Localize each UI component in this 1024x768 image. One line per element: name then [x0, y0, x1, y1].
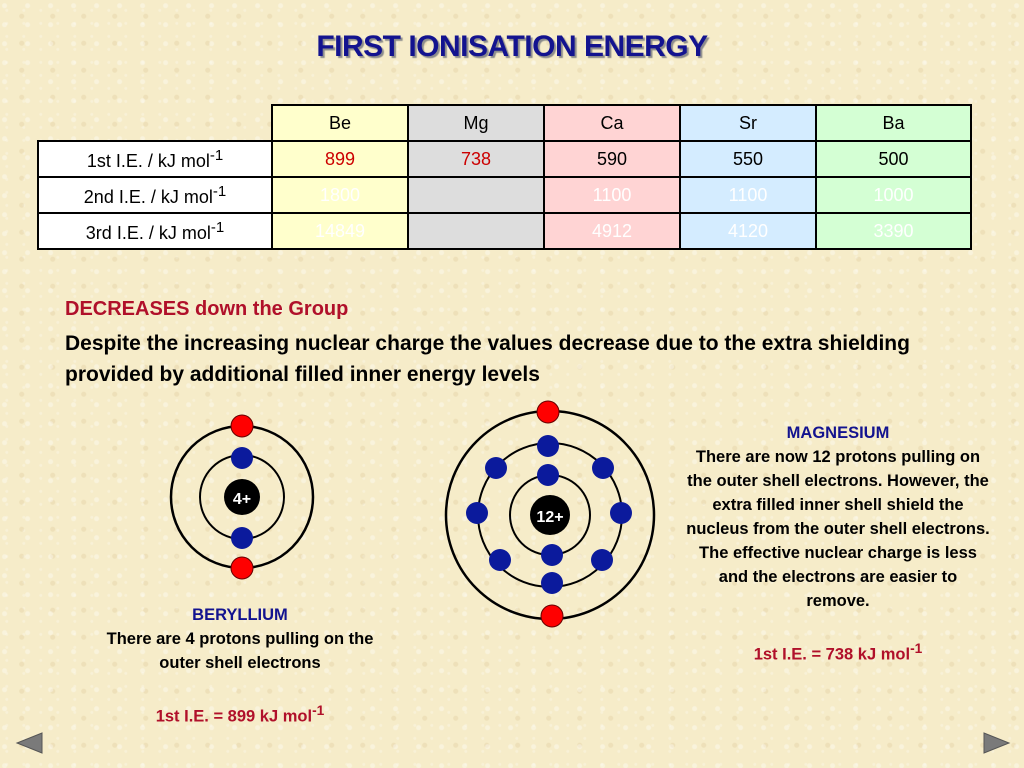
table-cell: 14849 [271, 212, 409, 250]
row-label-sup: -1 [212, 182, 227, 200]
middle-electron [466, 502, 488, 524]
inner-electron [541, 544, 563, 566]
outer-electron [536, 400, 560, 424]
ionisation-energy-table: Be Mg Ca Sr Ba 1st I.E. / kJ mol-1 899 7… [37, 104, 972, 250]
previous-slide-icon[interactable] [14, 731, 44, 755]
table-header-row: Be Mg Ca Sr Ba [38, 104, 972, 142]
nucleus-charge: 12+ [536, 509, 563, 526]
row-label-sup: -1 [209, 146, 224, 164]
table-cell: 1800 [271, 176, 409, 214]
table-cell: 4912 [543, 212, 681, 250]
slide-title: FIRST IONISATION ENERGY [316, 30, 708, 63]
subheading: DECREASES down the Group [65, 298, 349, 320]
inner-electron [231, 527, 253, 549]
nucleus [530, 495, 570, 535]
table-cell: 550 [679, 140, 817, 178]
table-cell: 500 [815, 140, 972, 178]
middle-electron [610, 502, 632, 524]
table-row: 2nd I.E. / kJ mol-1 1800 1100 1100 1000 [37, 176, 972, 214]
row-label-text: 2nd I.E. / kJ mol [83, 186, 213, 207]
magnesium-name: MAGNESIUM [786, 424, 890, 442]
outer-electron [540, 604, 564, 628]
column-header-ca: Ca [543, 104, 681, 142]
magnesium-caption: MAGNESIUM There are now 12 protons pulli… [685, 421, 991, 667]
table-cell [407, 176, 545, 214]
table-cell: 1100 [543, 176, 681, 214]
beryllium-ie-sup: -1 [312, 703, 325, 718]
beryllium-name: BERYLLIUM [192, 606, 288, 624]
table-cell: 4120 [679, 212, 817, 250]
column-header-mg: Mg [407, 104, 545, 142]
outer-electron [230, 556, 254, 580]
table-cell: 1100 [679, 176, 817, 214]
magnesium-atom-diagram: 12+ [444, 400, 656, 628]
table-cell: 738 [407, 140, 545, 178]
table-cell: 3390 [815, 212, 972, 250]
magnesium-ie-sup: -1 [910, 641, 923, 656]
table-cell [407, 212, 545, 250]
nucleus-charge: 4+ [233, 491, 251, 508]
middle-electron [591, 549, 613, 571]
middle-electron [592, 457, 614, 479]
column-header-sr: Sr [679, 104, 817, 142]
table-cell: 899 [271, 140, 409, 178]
beryllium-description: There are 4 protons pulling on the outer… [106, 630, 374, 672]
explanation-text: Despite the increasing nuclear charge th… [65, 332, 910, 386]
beryllium-atom-diagram: 4+ [169, 414, 315, 580]
inner-electron [231, 447, 253, 469]
nucleus [224, 479, 260, 515]
inner-electron [537, 464, 559, 486]
row-label-3rd-ie: 3rd I.E. / kJ mol-1 [37, 212, 273, 250]
next-slide-icon[interactable] [982, 731, 1012, 755]
table-row: 1st I.E. / kJ mol-1 899 738 590 550 500 [37, 140, 972, 178]
outer-electron [230, 414, 254, 438]
column-header-be: Be [271, 104, 409, 142]
row-label-text: 1st I.E. / kJ mol [86, 150, 210, 171]
beryllium-ie-text: 1st I.E. = 899 kJ mol [155, 707, 313, 726]
row-label-text: 3rd I.E. / kJ mol [85, 222, 211, 243]
magnesium-description: There are now 12 protons pulling on the … [686, 448, 990, 610]
middle-electron [485, 457, 507, 479]
row-label-sup: -1 [210, 218, 225, 236]
beryllium-ie: 1st I.E. = 899 kJ mol-1 [95, 699, 385, 729]
middle-electron [541, 572, 563, 594]
row-label-1st-ie: 1st I.E. / kJ mol-1 [37, 140, 273, 178]
middle-electron [489, 549, 511, 571]
beryllium-caption: BERYLLIUM There are 4 protons pulling on… [95, 603, 385, 729]
row-label-2nd-ie: 2nd I.E. / kJ mol-1 [37, 176, 273, 214]
table-row: 3rd I.E. / kJ mol-1 14849 4912 4120 3390 [37, 212, 972, 250]
table-cell: 590 [543, 140, 681, 178]
magnesium-ie-text: 1st I.E. = 738 kJ mol [753, 645, 911, 664]
table-cell: 1000 [815, 176, 972, 214]
magnesium-ie: 1st I.E. = 738 kJ mol-1 [685, 637, 991, 667]
column-header-ba: Ba [815, 104, 972, 142]
table-corner [38, 105, 273, 142]
middle-electron [537, 435, 559, 457]
